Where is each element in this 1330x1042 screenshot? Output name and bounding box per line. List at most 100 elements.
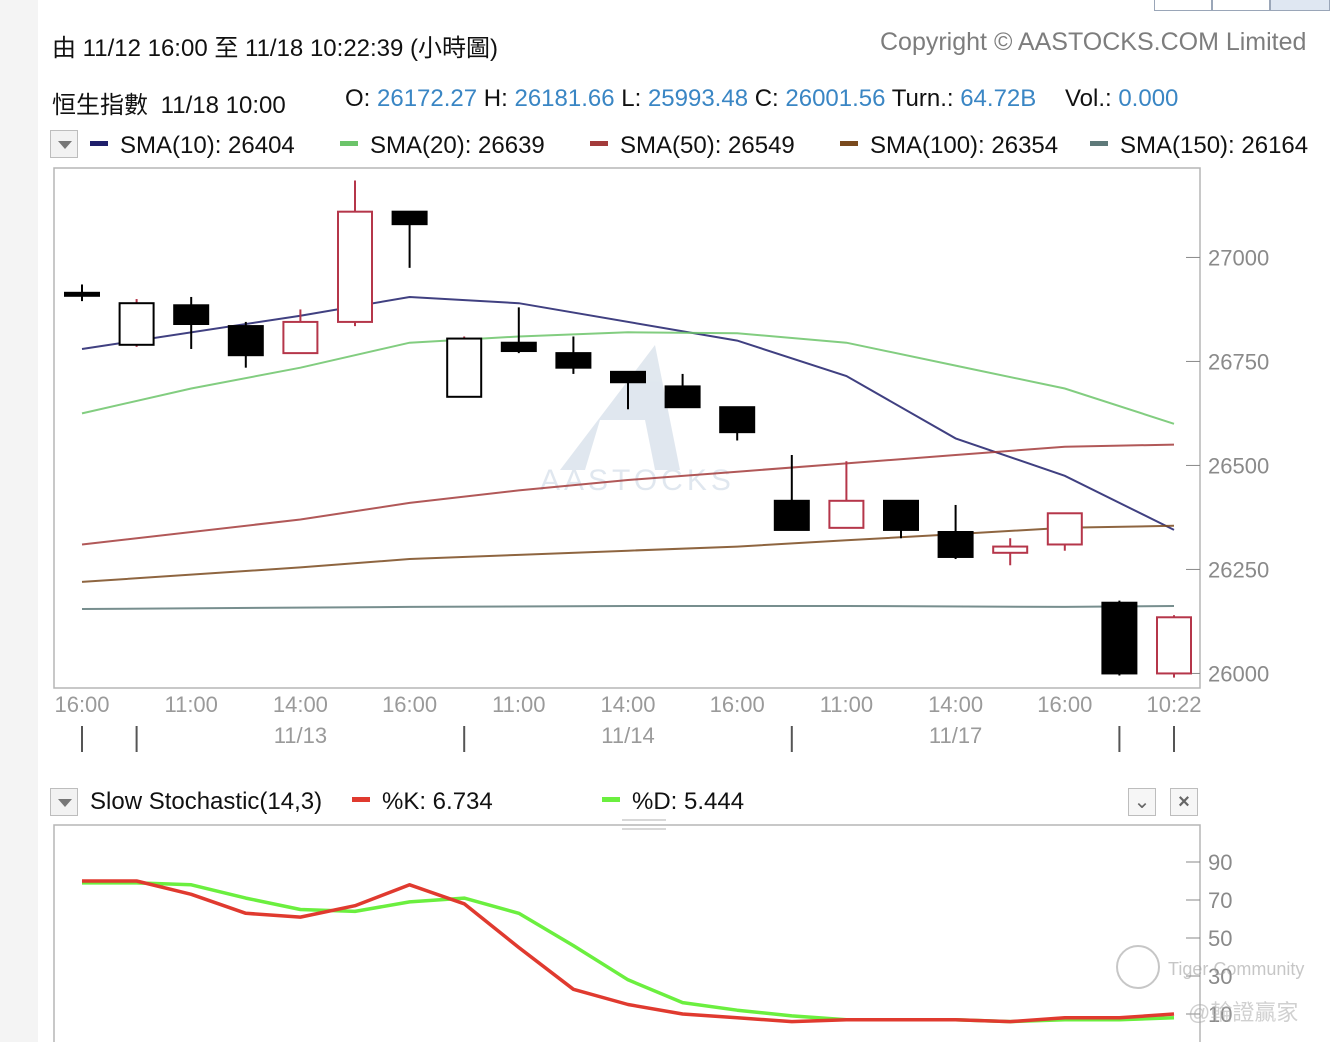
y-tick-label: 26500 — [1208, 453, 1269, 478]
y-tick-label: 70 — [1208, 888, 1232, 913]
x-tick-label: 10:22 — [1146, 692, 1201, 717]
candle-body — [391, 210, 428, 226]
low-label: L: — [621, 85, 642, 112]
y-tick-label: 26750 — [1208, 349, 1269, 374]
legend-sma10: SMA(10): 26404 — [90, 132, 295, 162]
candle — [1156, 615, 1192, 678]
candle-body — [937, 531, 974, 558]
y-tick-label: 10 — [1208, 1002, 1232, 1027]
candle — [610, 370, 646, 410]
legend-sma20: SMA(20): 26639 — [340, 132, 545, 162]
candle-body — [118, 302, 155, 346]
date-label: 11/13 — [274, 723, 327, 748]
copyright-text: Copyright © AASTOCKS.COM Limited — [880, 28, 1307, 56]
top-toolbar-controls[interactable] — [1154, 0, 1330, 12]
legend-sma50-label: SMA(50): 26549 — [620, 132, 795, 159]
volume-value: 0.000 — [1118, 85, 1179, 112]
community-logo-icon — [1116, 945, 1160, 989]
legend-sma150: SMA(150): 26164 — [1090, 132, 1308, 162]
chevron-down-icon — [58, 799, 72, 807]
legend-sma100-label: SMA(100): 26354 — [870, 132, 1059, 159]
close-value: 26001.56 — [785, 85, 886, 112]
watermark-logo: AASTOCKS — [540, 345, 735, 497]
candle-body — [1046, 512, 1083, 546]
candle-body — [773, 499, 810, 531]
candle-body — [1101, 601, 1138, 675]
candle — [391, 210, 428, 268]
indicator-dropdown-button[interactable] — [50, 130, 78, 158]
legend-swatch — [90, 141, 108, 147]
toolbar-segment-active[interactable] — [1270, 0, 1330, 11]
candle — [555, 336, 592, 374]
candle-body — [610, 370, 646, 384]
candle — [446, 336, 483, 398]
candle — [664, 373, 701, 409]
volume-label: Vol.: — [1064, 85, 1112, 112]
candle-body — [282, 320, 319, 355]
open-label: O: — [345, 85, 371, 112]
quote-datetime: 11/18 10:00 — [160, 92, 286, 119]
ohlc-values: O: 26172.27 H: 26181.66 L: 25993.48 C: 2… — [345, 85, 1178, 113]
watermark-shape — [560, 345, 680, 470]
candle — [227, 321, 264, 368]
stoch-k-label: %K: 6.734 — [382, 788, 493, 815]
close-icon: × — [1178, 791, 1190, 813]
legend-sma100: SMA(100): 26354 — [840, 132, 1058, 162]
stoch-title: Slow Stochastic(14,3) — [90, 788, 323, 815]
toolbar-segment[interactable] — [1212, 0, 1270, 11]
y-tick-label: 26000 — [1208, 661, 1269, 686]
candle-body — [446, 337, 483, 398]
stochastic-chart[interactable]: 90 70 50 30 10 Tiger Community @輪證贏家 — [0, 815, 1330, 1042]
candle-body — [883, 499, 919, 531]
legend-swatch — [340, 141, 358, 147]
candle-body — [719, 406, 756, 434]
turnover-value: 64.72B — [960, 85, 1037, 112]
quote-bar: 恒生指數 11/18 10:00 — [52, 85, 286, 120]
candle — [937, 504, 974, 560]
stoch-d-label: %D: 5.444 — [632, 788, 745, 815]
turnover-label: Turn.: — [891, 85, 954, 112]
candlestick-chart[interactable]: 27000 26750 26500 26250 26000 AASTOCKS 16:00 11… — [0, 160, 1330, 760]
candle — [1101, 600, 1138, 676]
toolbar-segment[interactable] — [1154, 0, 1212, 11]
plot-area — [53, 167, 1201, 689]
candle — [118, 299, 155, 347]
legend-sma50: SMA(50): 26549 — [590, 132, 795, 162]
date-label: 11/14 — [601, 723, 654, 748]
candle-body — [500, 341, 537, 353]
high-label: H: — [483, 85, 508, 112]
x-tick-label: 14:00 — [273, 692, 328, 717]
legend-sma150-label: SMA(150): 26164 — [1120, 132, 1309, 159]
index-name: 恒生指數 — [52, 92, 148, 119]
sma-line-sma100 — [81, 524, 1175, 583]
close-label: C: — [754, 85, 779, 112]
stoch-dropdown-button[interactable] — [50, 788, 78, 816]
x-tick-label: 16:00 — [54, 692, 109, 717]
candle-body — [337, 210, 373, 323]
close-panel-button[interactable]: × — [1170, 788, 1198, 816]
watermark-text: AASTOCKS — [540, 464, 735, 497]
stoch-line-k — [82, 879, 1175, 1024]
candle — [173, 296, 210, 349]
legend-swatch — [1090, 141, 1108, 147]
candle-body — [664, 385, 701, 409]
candle — [1046, 512, 1083, 551]
y-tick-label: 27000 — [1208, 245, 1269, 270]
candle-body — [992, 545, 1029, 554]
candle — [828, 461, 865, 529]
community-text: Tiger Community — [1168, 959, 1304, 979]
candle-body — [64, 291, 100, 297]
candle — [992, 538, 1029, 566]
date-label: 11/17 — [929, 723, 982, 748]
left-margin-band — [0, 0, 38, 1042]
candle — [500, 307, 537, 354]
stoch-plot-area — [53, 824, 1201, 1042]
legend-sma20-label: SMA(20): 26639 — [370, 132, 545, 159]
legend-sma10-label: SMA(10): 26404 — [120, 132, 295, 159]
collapse-panel-button[interactable]: ⌄ — [1128, 788, 1156, 816]
legend-swatch — [352, 797, 370, 803]
candle — [773, 455, 810, 531]
candle — [337, 180, 373, 327]
legend-swatch — [602, 797, 620, 803]
high-value: 26181.66 — [514, 85, 615, 112]
